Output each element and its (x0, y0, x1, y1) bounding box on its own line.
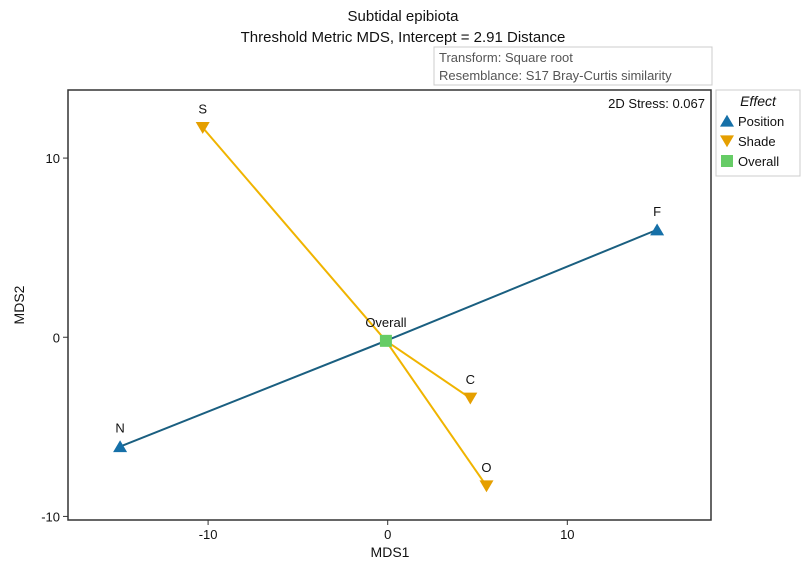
connector-line (119, 339, 387, 448)
x-tick-label: -10 (199, 527, 218, 542)
transform-info: Transform: Square root (439, 50, 573, 65)
connector-line (385, 340, 471, 399)
legend-label: Shade (738, 134, 776, 149)
connector-line (385, 340, 488, 487)
legend-title: Effect (740, 93, 777, 109)
point-label: C (466, 372, 475, 387)
point-label: N (115, 421, 124, 436)
point-f (650, 223, 665, 236)
chart-title: Subtidal epibiota (348, 8, 460, 25)
legend-marker-shade (720, 135, 734, 148)
point-n (113, 440, 128, 453)
info-box (433, 46, 713, 86)
legend-marker-position (720, 114, 734, 127)
plot-area (67, 89, 712, 521)
point-c (463, 392, 478, 405)
connector-line (385, 228, 658, 342)
point-label: S (198, 102, 207, 117)
point-label: O (481, 460, 491, 475)
stress-label: 2D Stress: 0.067 (608, 96, 705, 111)
point-o (479, 480, 494, 493)
chart-subtitle: Threshold Metric MDS, Intercept = 2.91 D… (241, 29, 566, 46)
resemblance-info: Resemblance: S17 Bray-Curtis similarity (439, 68, 672, 83)
y-axis-label: MDS2 (11, 285, 27, 324)
legend-label: Overall (738, 154, 779, 169)
point-label: F (653, 204, 661, 219)
x-axis-label: MDS1 (371, 544, 410, 560)
point-overall (379, 334, 392, 347)
point-s (195, 122, 210, 134)
x-tick-label: 10 (560, 527, 574, 542)
legend-marker-overall (721, 155, 733, 167)
y-tick-label: 0 (53, 330, 60, 345)
y-tick-label: -10 (41, 509, 60, 524)
y-tick-label: 10 (46, 151, 60, 166)
connector-line (201, 126, 387, 342)
x-tick-label: 0 (384, 527, 391, 542)
point-label: Overall (365, 315, 406, 330)
legend-label: Position (738, 114, 784, 129)
